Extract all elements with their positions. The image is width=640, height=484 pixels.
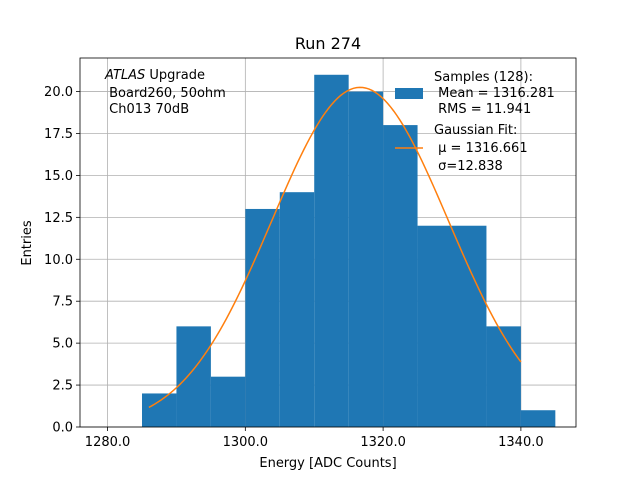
y-tick-label-7: 17.5 bbox=[44, 127, 73, 142]
histogram-bar-4 bbox=[279, 192, 315, 427]
histogram-bars bbox=[142, 74, 556, 427]
plot-frame bbox=[79, 57, 577, 428]
chart-title: Run 274 bbox=[295, 34, 361, 53]
y-axis-label: Entries bbox=[20, 220, 35, 266]
histogram-bar-10 bbox=[486, 326, 521, 427]
x-tick-label-2: 1320.0 bbox=[360, 435, 406, 450]
y-tick-label-0: 0.0 bbox=[52, 421, 73, 436]
legend-samples-swatch bbox=[395, 88, 423, 99]
y-tick-label-2: 5.0 bbox=[52, 337, 73, 352]
x-tick-label-1: 1300.0 bbox=[223, 435, 269, 450]
histogram-bar-8 bbox=[417, 225, 452, 427]
histogram-bar-11 bbox=[520, 410, 556, 427]
legend-fit-sigma: σ=12.838 bbox=[434, 159, 503, 174]
legend-samples-rms: RMS = 11.941 bbox=[434, 102, 531, 117]
histogram-bar-0 bbox=[142, 393, 177, 427]
annotation-atlas: ATLAS bbox=[104, 68, 145, 83]
histogram-bar-1 bbox=[176, 326, 211, 427]
x-axis-label: Energy [ADC Counts] bbox=[259, 456, 396, 471]
y-tick-label-3: 7.5 bbox=[52, 295, 73, 310]
y-tick-label-6: 15.0 bbox=[44, 169, 73, 184]
legend-samples-title: Samples (128): bbox=[434, 70, 533, 85]
annotation-line-1: ATLAS Upgrade bbox=[104, 68, 205, 83]
atlas-annotation: ATLAS Upgrade Board260, 50ohm Ch013 70dB bbox=[104, 68, 226, 117]
y-tick-label-5: 12.5 bbox=[44, 211, 73, 226]
x-tick-label-3: 1340.0 bbox=[498, 435, 544, 450]
histogram-bar-3 bbox=[245, 208, 280, 427]
histogram-bar-5 bbox=[314, 74, 349, 427]
y-tick-label-1: 2.5 bbox=[52, 379, 73, 394]
y-tick-label-4: 10.0 bbox=[44, 253, 73, 268]
annotation-line-2: Board260, 50ohm bbox=[105, 86, 226, 101]
legend-fit-mu: μ = 1316.661 bbox=[434, 141, 528, 156]
annotation-line-3: Ch013 70dB bbox=[105, 102, 189, 117]
y-axis-ticks: 0.0 2.5 5.0 7.5 10.0 12.5 15.0 17.5 20.0 bbox=[44, 85, 80, 436]
y-tick-label-8: 20.0 bbox=[44, 85, 73, 100]
gaussian-fit-line bbox=[148, 86, 522, 409]
histogram-bar-6 bbox=[348, 91, 384, 427]
histogram-bar-7 bbox=[383, 125, 418, 427]
legend: Samples (128): Mean = 1316.281 RMS = 11.… bbox=[395, 70, 555, 174]
legend-fit-title: Gaussian Fit: bbox=[434, 123, 517, 138]
annotation-upgrade: Upgrade bbox=[145, 68, 205, 83]
x-axis-ticks: 1280.0 1300.0 1320.0 1340.0 bbox=[85, 427, 544, 450]
x-tick-label-0: 1280.0 bbox=[85, 435, 131, 450]
histogram-bar-2 bbox=[210, 376, 246, 427]
legend-samples-mean: Mean = 1316.281 bbox=[434, 86, 555, 101]
histogram-bar-9 bbox=[452, 225, 487, 427]
